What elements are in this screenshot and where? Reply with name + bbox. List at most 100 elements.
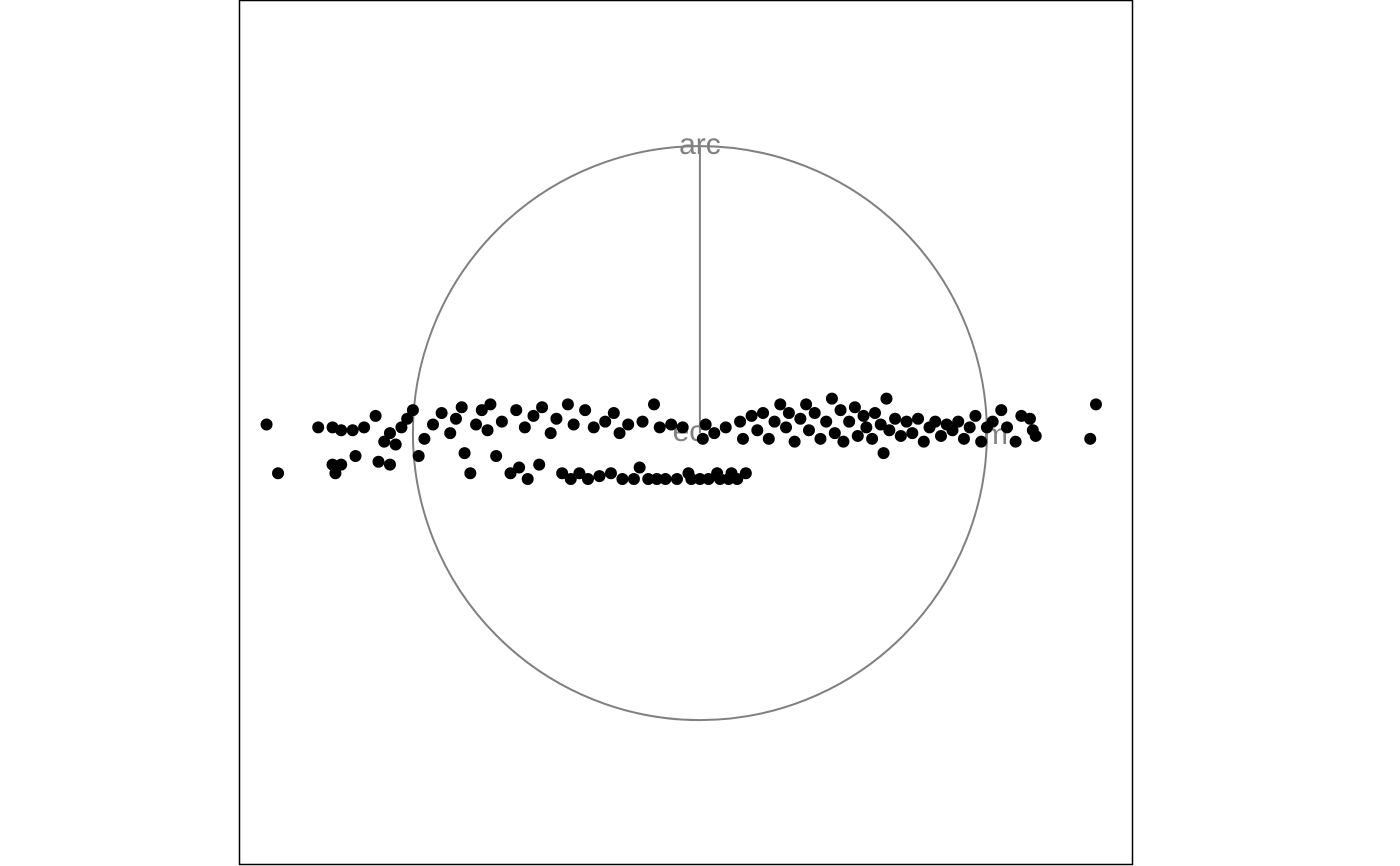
point: [573, 467, 586, 480]
point: [843, 415, 856, 428]
point: [866, 432, 879, 445]
point: [435, 406, 448, 419]
point: [395, 421, 408, 434]
point: [527, 409, 540, 422]
point: [734, 415, 747, 428]
point: [484, 398, 497, 411]
point: [762, 432, 775, 445]
point: [1029, 429, 1042, 442]
point: [874, 418, 887, 431]
point: [449, 412, 462, 425]
point: [475, 404, 488, 417]
point: [389, 438, 402, 451]
point: [900, 415, 913, 428]
point: [834, 404, 847, 417]
point: [693, 472, 706, 485]
point: [877, 447, 890, 460]
point: [719, 421, 732, 434]
point: [567, 418, 580, 431]
point: [260, 418, 273, 431]
point: [536, 401, 549, 414]
point: [647, 398, 660, 411]
point: [455, 401, 468, 414]
point: [929, 415, 942, 428]
point: [952, 415, 965, 428]
point: [889, 412, 902, 425]
point: [593, 470, 606, 483]
point: [699, 418, 712, 431]
point: [774, 398, 787, 411]
point: [702, 472, 715, 485]
point: [857, 409, 870, 422]
plot-frame: [238, 0, 1134, 866]
point: [401, 412, 414, 425]
point: [1001, 421, 1014, 434]
point: [934, 429, 947, 442]
point: [1009, 435, 1022, 448]
point: [685, 472, 698, 485]
point: [418, 432, 431, 445]
point: [550, 412, 563, 425]
point: [912, 412, 925, 425]
point: [510, 404, 523, 417]
point: [670, 472, 683, 485]
point: [957, 432, 970, 445]
point: [736, 432, 749, 445]
point: [802, 424, 815, 437]
point: [808, 406, 821, 419]
point: [329, 467, 342, 480]
point: [751, 424, 764, 437]
point: [627, 472, 640, 485]
point: [464, 467, 477, 480]
point: [544, 427, 557, 440]
point: [708, 427, 721, 440]
point: [513, 461, 526, 474]
point: [714, 472, 727, 485]
point: [490, 450, 503, 463]
point: [335, 424, 348, 437]
point: [504, 467, 517, 480]
point: [788, 435, 801, 448]
point: [696, 432, 709, 445]
point: [599, 415, 612, 428]
point: [272, 467, 285, 480]
point: [633, 461, 646, 474]
point: [906, 427, 919, 440]
point: [745, 409, 758, 422]
point: [458, 447, 471, 460]
point: [604, 467, 617, 480]
point: [383, 427, 396, 440]
point: [860, 421, 873, 434]
point: [607, 406, 620, 419]
point: [782, 406, 795, 419]
point: [917, 435, 930, 448]
point: [1023, 412, 1036, 425]
point: [676, 421, 689, 434]
point: [556, 467, 569, 480]
point: [851, 429, 864, 442]
point: [883, 424, 896, 437]
point: [946, 424, 959, 437]
point: [665, 418, 678, 431]
point: [518, 421, 531, 434]
point: [369, 409, 382, 422]
point: [868, 406, 881, 419]
point: [794, 412, 807, 425]
point: [383, 458, 396, 471]
point: [481, 424, 494, 437]
point: [616, 472, 629, 485]
point: [495, 415, 508, 428]
point: [1084, 432, 1097, 445]
point: [975, 435, 988, 448]
point: [731, 472, 744, 485]
anchor-label: arc: [679, 128, 721, 161]
point: [636, 415, 649, 428]
point: [581, 472, 594, 485]
point: [406, 404, 419, 417]
point: [521, 472, 534, 485]
point: [335, 458, 348, 471]
point: [622, 418, 635, 431]
point: [378, 435, 391, 448]
point: [653, 421, 666, 434]
